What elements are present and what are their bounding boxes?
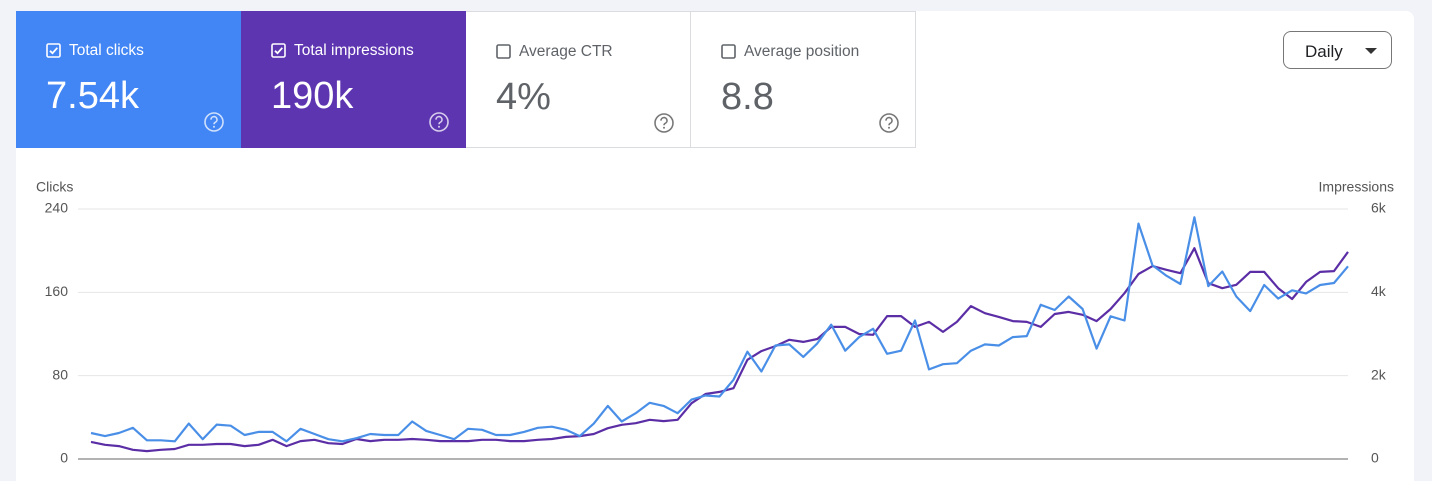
- checkbox[interactable]: [271, 43, 287, 59]
- help-icon[interactable]: [878, 112, 900, 134]
- series-line: [90, 216, 1349, 443]
- metric-label: Average position: [744, 43, 860, 60]
- metric-value: 190k: [271, 75, 354, 117]
- y2-tick-label: 0: [1371, 450, 1379, 466]
- y2-axis-title: Impressions: [1319, 179, 1394, 195]
- metric-card[interactable]: Average CTR 4%: [466, 11, 691, 148]
- checkbox[interactable]: [46, 43, 62, 59]
- metric-label: Average CTR: [519, 43, 613, 60]
- granularity-dropdown[interactable]: Daily: [1283, 31, 1392, 69]
- metric-value: 8.8: [721, 76, 774, 118]
- checkbox[interactable]: [721, 44, 737, 60]
- metric-card[interactable]: Total clicks 7.54k: [16, 11, 241, 148]
- metric-label: Total clicks: [69, 42, 144, 59]
- y-tick-label: 160: [45, 283, 69, 299]
- checkbox[interactable]: [496, 44, 512, 60]
- y-tick-label: 0: [60, 450, 68, 466]
- series-line: [90, 247, 1349, 453]
- help-icon[interactable]: [428, 111, 450, 133]
- y2-tick-label: 4k: [1371, 283, 1387, 299]
- metric-card[interactable]: Average position 8.8: [691, 11, 916, 148]
- help-icon[interactable]: [203, 111, 225, 133]
- y2-tick-label: 2k: [1371, 366, 1387, 382]
- dropdown-arrow: [1365, 48, 1377, 54]
- metric-value: 7.54k: [46, 75, 139, 117]
- metric-card[interactable]: Total impressions 190k: [241, 11, 466, 148]
- metric-value: 4%: [496, 76, 551, 118]
- dropdown-label: Daily: [1305, 42, 1343, 61]
- y-axis-title: Clicks: [36, 179, 73, 195]
- y-tick-label: 80: [52, 366, 68, 382]
- y-tick-label: 240: [45, 200, 69, 216]
- y2-tick-label: 6k: [1371, 200, 1387, 216]
- metric-label: Total impressions: [294, 42, 414, 59]
- help-icon[interactable]: [653, 112, 675, 134]
